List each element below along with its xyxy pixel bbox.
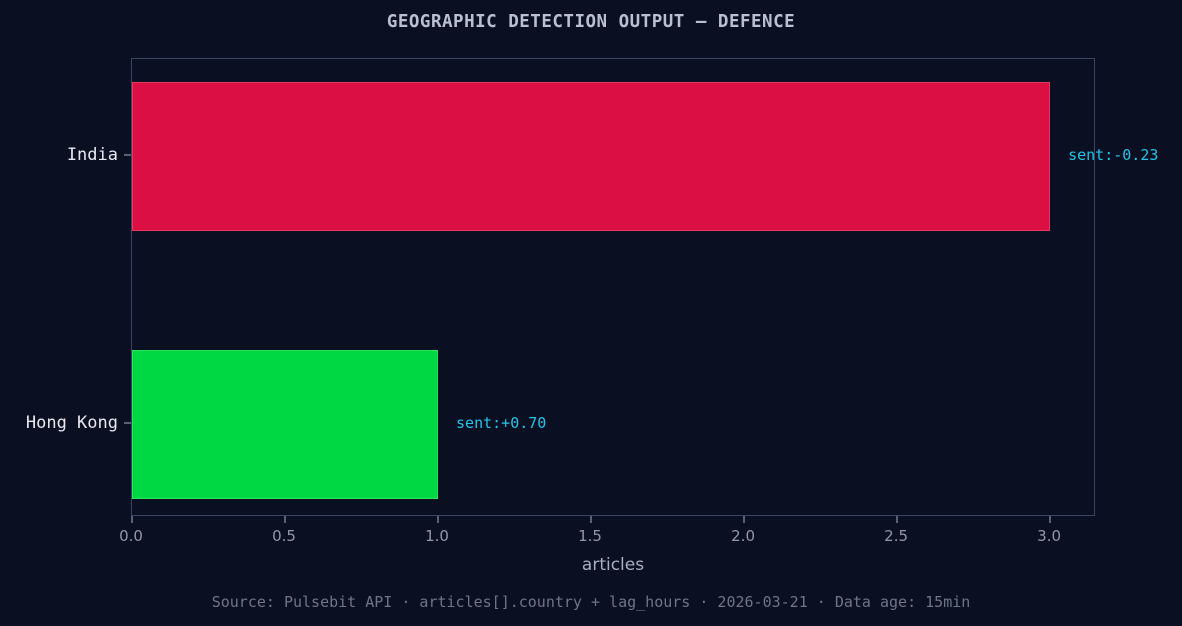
y-tick-mark: [124, 422, 131, 424]
y-tick-mark: [124, 154, 131, 156]
x-tick-mark: [1049, 516, 1051, 523]
x-tick-label-1-5: 1.5: [578, 527, 602, 545]
x-tick-label-0-5: 0.5: [272, 527, 296, 545]
bar-india: [132, 81, 1051, 231]
chart-title: GEOGRAPHIC DETECTION OUTPUT — DEFENCE: [386, 12, 796, 32]
x-tick-label-0-0: 0.0: [119, 527, 143, 545]
x-tick-mark: [284, 516, 286, 523]
y-tick-label-hong-kong: Hong Kong: [25, 413, 118, 433]
x-tick-mark: [437, 516, 439, 523]
x-tick-mark: [896, 516, 898, 523]
x-tick-mark: [131, 516, 133, 523]
x-tick-label-3-0: 3.0: [1037, 527, 1062, 545]
x-tick-label-2-5: 2.5: [884, 527, 909, 545]
x-tick-label-1-0: 1.0: [425, 527, 449, 545]
x-tick-label-2-0: 2.0: [731, 527, 755, 545]
y-tick-label-india: India: [66, 145, 118, 165]
bar-hong-kong: [132, 349, 439, 499]
sentiment-label-hong-kong: sent:+0.70: [456, 414, 547, 432]
x-tick-mark: [743, 516, 745, 523]
sentiment-label-india: sent:-0.23: [1068, 146, 1159, 164]
plot-area: sent:-0.23 sent:+0.70: [131, 58, 1158, 516]
x-tick-mark: [590, 516, 592, 523]
source-caption: Source: Pulsebit API · articles[].countr…: [211, 593, 971, 611]
x-axis-label: articles: [581, 555, 645, 575]
